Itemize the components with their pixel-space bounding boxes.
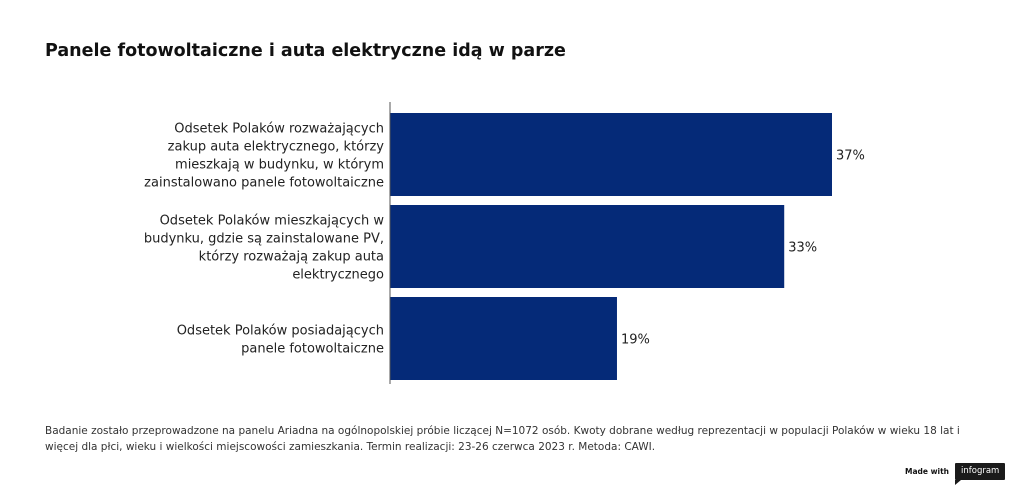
value-label-2: 33%: [788, 241, 817, 256]
bar-2: [390, 205, 785, 288]
bar-1: [390, 113, 832, 196]
category-label-2: Odsetek Polaków mieszkających w budynku, …: [144, 214, 384, 283]
infogram-logo[interactable]: infogram: [955, 463, 1006, 485]
made-with-label: Made with: [905, 467, 950, 476]
value-label-3: 19%: [621, 333, 650, 348]
chart-title: Panele fotowoltaiczne i auta elektryczne…: [45, 41, 566, 61]
bar-3: [390, 297, 617, 380]
made-with-infogram-badge[interactable]: Made with infogram: [905, 463, 1006, 485]
footnote: Badanie zostało przeprowadzone na panelu…: [45, 425, 960, 453]
bar-chart: 37% Odsetek Polaków rozważających zakup au…: [144, 102, 865, 384]
category-label-1: Odsetek Polaków rozważających zakup auta …: [144, 122, 384, 191]
value-label-1: 37%: [836, 149, 865, 164]
category-label-3: Odsetek Polaków posiadających panele foto…: [177, 324, 384, 357]
